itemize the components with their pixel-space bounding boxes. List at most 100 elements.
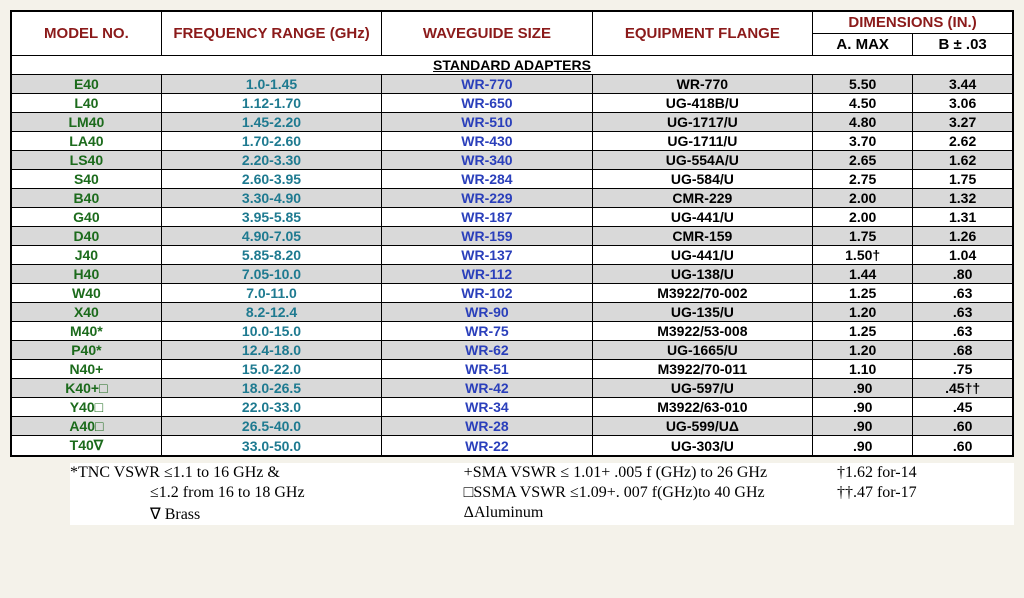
flange-cell: UG-1665/U (592, 341, 812, 360)
table-row: E401.0-1.45WR-770WR-7705.503.44 (11, 75, 1013, 94)
freq-cell: 3.30-4.90 (161, 189, 381, 208)
dim-a-cell: 1.20 (813, 303, 913, 322)
dim-b-cell: 1.26 (913, 227, 1013, 246)
freq-cell: 1.12-1.70 (161, 94, 381, 113)
table-body: STANDARD ADAPTERS E401.0-1.45WR-770WR-77… (11, 56, 1013, 457)
footnote-b2: □SSMA VSWR ≤1.09+. 007 f(GHz)to 40 GHz (464, 483, 837, 503)
wg-cell: WR-340 (382, 151, 592, 170)
flange-cell: UG-441/U (592, 208, 812, 227)
dim-a-cell: .90 (813, 417, 913, 436)
dim-a-cell: 2.00 (813, 189, 913, 208)
table-row: Y40□22.0-33.0WR-34M3922/63-010.90.45 (11, 398, 1013, 417)
dim-a-cell: 1.20 (813, 341, 913, 360)
table-header: MODEL NO. FREQUENCY RANGE (GHz) WAVEGUID… (11, 11, 1013, 56)
freq-cell: 15.0-22.0 (161, 360, 381, 379)
flange-cell: UG-1711/U (592, 132, 812, 151)
dim-a-cell: 2.75 (813, 170, 913, 189)
table-row: A40□26.5-40.0WR-28UG-599/UΔ.90.60 (11, 417, 1013, 436)
dim-b-cell: .45†† (913, 379, 1013, 398)
dim-b-cell: 2.62 (913, 132, 1013, 151)
dim-b-cell: 3.06 (913, 94, 1013, 113)
dim-b-cell: .60 (913, 436, 1013, 457)
table-row: LS402.20-3.30WR-340UG-554A/U2.651.62 (11, 151, 1013, 170)
col-amax: A. MAX (813, 34, 913, 56)
flange-cell: M3922/70-011 (592, 360, 812, 379)
wg-cell: WR-510 (382, 113, 592, 132)
model-cell: LM40 (11, 113, 161, 132)
model-cell: S40 (11, 170, 161, 189)
dim-a-cell: 1.10 (813, 360, 913, 379)
table-row: B403.30-4.90WR-229CMR-2292.001.32 (11, 189, 1013, 208)
flange-cell: UG-597/U (592, 379, 812, 398)
flange-cell: UG-135/U (592, 303, 812, 322)
flange-cell: UG-1717/U (592, 113, 812, 132)
freq-cell: 1.70-2.60 (161, 132, 381, 151)
adapters-table: MODEL NO. FREQUENCY RANGE (GHz) WAVEGUID… (10, 10, 1014, 457)
dim-a-cell: 4.50 (813, 94, 913, 113)
wg-cell: WR-650 (382, 94, 592, 113)
wg-cell: WR-28 (382, 417, 592, 436)
freq-cell: 1.0-1.45 (161, 75, 381, 94)
wg-cell: WR-137 (382, 246, 592, 265)
table-row: P40*12.4-18.0WR-62UG-1665/U1.20.68 (11, 341, 1013, 360)
table-row: S402.60-3.95WR-284UG-584/U2.751.75 (11, 170, 1013, 189)
freq-cell: 12.4-18.0 (161, 341, 381, 360)
footnote-c1: †1.62 for-14 (837, 463, 1014, 483)
section-row: STANDARD ADAPTERS (11, 56, 1013, 75)
model-cell: T40∇ (11, 436, 161, 457)
flange-cell: UG-554A/U (592, 151, 812, 170)
dim-b-cell: 1.75 (913, 170, 1013, 189)
freq-cell: 10.0-15.0 (161, 322, 381, 341)
table-row: J405.85-8.20WR-137UG-441/U1.50†1.04 (11, 246, 1013, 265)
dim-b-cell: 3.44 (913, 75, 1013, 94)
col-model: MODEL NO. (11, 11, 161, 56)
model-cell: X40 (11, 303, 161, 322)
dim-b-cell: .75 (913, 360, 1013, 379)
freq-cell: 7.05-10.0 (161, 265, 381, 284)
model-cell: B40 (11, 189, 161, 208)
dim-b-cell: 1.04 (913, 246, 1013, 265)
footnote-b1: +SMA VSWR ≤ 1.01+ .005 f (GHz) to 26 GHz (464, 463, 837, 483)
wg-cell: WR-112 (382, 265, 592, 284)
flange-cell: UG-584/U (592, 170, 812, 189)
model-cell: M40* (11, 322, 161, 341)
table-row: D404.90-7.05WR-159CMR-1591.751.26 (11, 227, 1013, 246)
model-cell: K40+□ (11, 379, 161, 398)
wg-cell: WR-62 (382, 341, 592, 360)
footnote-a3: ∇ Brass (70, 503, 464, 525)
model-cell: H40 (11, 265, 161, 284)
model-cell: A40□ (11, 417, 161, 436)
model-cell: D40 (11, 227, 161, 246)
model-cell: LS40 (11, 151, 161, 170)
dim-b-cell: .45 (913, 398, 1013, 417)
table-row: K40+□18.0-26.5WR-42UG-597/U.90.45†† (11, 379, 1013, 398)
table-row: X408.2-12.4WR-90UG-135/U1.20.63 (11, 303, 1013, 322)
dim-b-cell: .68 (913, 341, 1013, 360)
dim-a-cell: 1.50† (813, 246, 913, 265)
flange-cell: UG-599/UΔ (592, 417, 812, 436)
dim-a-cell: 5.50 (813, 75, 913, 94)
dim-b-cell: 3.27 (913, 113, 1013, 132)
freq-cell: 33.0-50.0 (161, 436, 381, 457)
freq-cell: 2.20-3.30 (161, 151, 381, 170)
wg-cell: WR-187 (382, 208, 592, 227)
model-cell: W40 (11, 284, 161, 303)
table-row: T40∇33.0-50.0WR-22UG-303/U.90.60 (11, 436, 1013, 457)
wg-cell: WR-102 (382, 284, 592, 303)
flange-cell: UG-418B/U (592, 94, 812, 113)
dim-a-cell: 2.65 (813, 151, 913, 170)
freq-cell: 18.0-26.5 (161, 379, 381, 398)
freq-cell: 8.2-12.4 (161, 303, 381, 322)
dim-a-cell: 2.00 (813, 208, 913, 227)
col-freq: FREQUENCY RANGE (GHz) (161, 11, 381, 56)
table-row: LM401.45-2.20WR-510UG-1717/U4.803.27 (11, 113, 1013, 132)
footnote-a1: *TNC VSWR ≤1.1 to 16 GHz & (70, 463, 464, 483)
dim-a-cell: 3.70 (813, 132, 913, 151)
dim-b-cell: .63 (913, 303, 1013, 322)
dim-a-cell: .90 (813, 398, 913, 417)
dim-b-cell: 1.32 (913, 189, 1013, 208)
dim-b-cell: 1.62 (913, 151, 1013, 170)
table-row: L401.12-1.70WR-650UG-418B/U4.503.06 (11, 94, 1013, 113)
table-row: LA401.70-2.60WR-430UG-1711/U3.702.62 (11, 132, 1013, 151)
flange-cell: M3922/63-010 (592, 398, 812, 417)
